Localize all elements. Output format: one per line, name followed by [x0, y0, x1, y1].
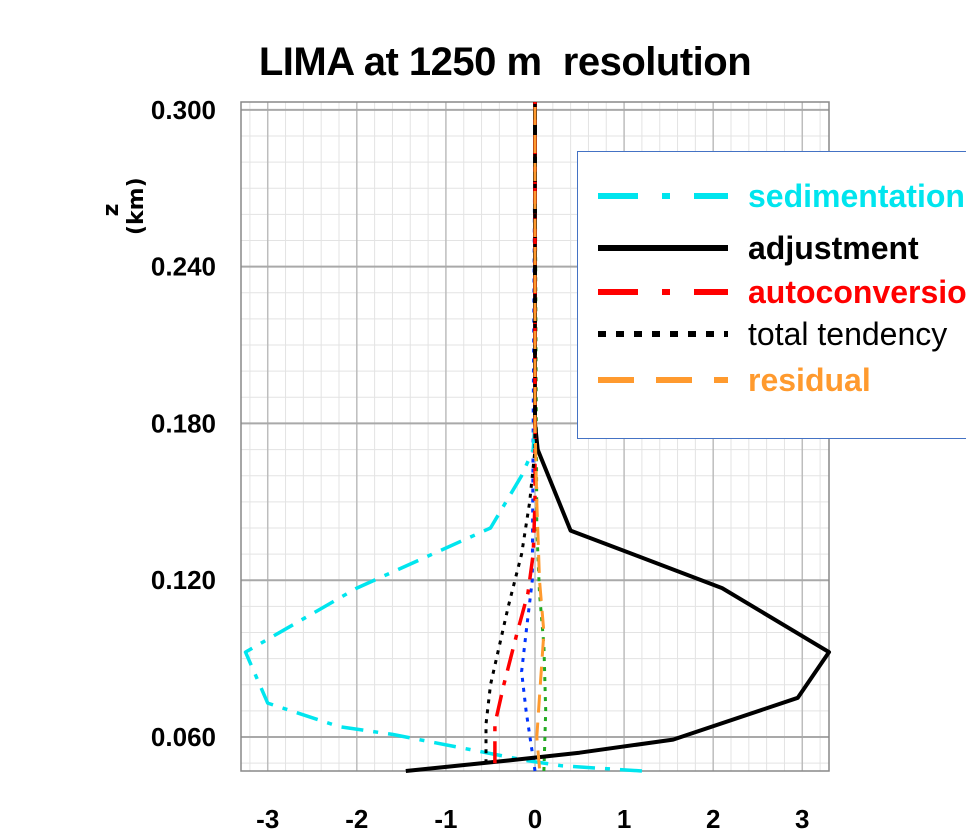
legend-entry-sedimentation: sedimentation — [578, 176, 966, 216]
series-line-autoconversion — [493, 102, 537, 764]
legend-entry-total-tendency: total tendency — [578, 314, 966, 354]
y-tick-label: 0.180 — [151, 408, 216, 438]
legend-entry-residual: residual — [578, 360, 966, 400]
legend-label-total-tendency: total tendency — [748, 316, 948, 352]
x-tick-label: 3 — [795, 804, 809, 834]
y-tick-label: 0.300 — [151, 95, 216, 125]
legend-entry-adjustment: adjustment — [578, 228, 966, 268]
y-tick-label: 0.240 — [151, 252, 216, 282]
x-tick-label: -2 — [345, 804, 368, 834]
legend-label-sedimentation: sedimentation — [748, 178, 965, 214]
x-tick-label: 0 — [528, 804, 542, 834]
y-tick-label: 0.120 — [151, 565, 216, 595]
legend-label-autoconversion: autoconversion — [748, 274, 966, 310]
y-tick-label: 0.060 — [151, 722, 216, 752]
x-tick-label: 1 — [617, 804, 631, 834]
x-tick-label: -3 — [256, 804, 279, 834]
chart-title: LIMA at 1250 m resolution — [258, 40, 752, 84]
series-line-residual — [533, 102, 546, 769]
legend: sedimentation adjustment autoconversion … — [577, 151, 966, 439]
series-line-sedimentation — [243, 102, 643, 773]
legend-label-adjustment: adjustment — [748, 230, 919, 266]
legend-entry-autoconversion: autoconversion — [578, 272, 966, 312]
series-line-adjustment — [405, 102, 831, 773]
x-tick-label: 2 — [706, 804, 720, 834]
x-tick-label: -1 — [434, 804, 457, 834]
legend-label-residual: residual — [748, 362, 871, 398]
series-line-extra-0 — [520, 101, 537, 772]
